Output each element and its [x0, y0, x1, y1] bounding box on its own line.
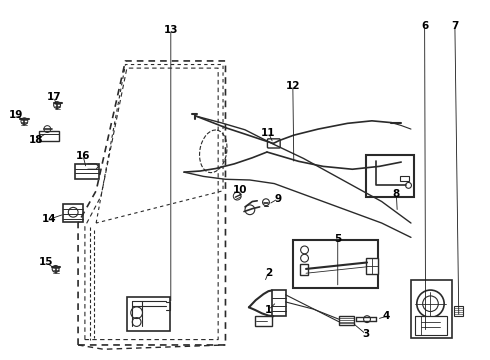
Bar	[366, 155, 414, 197]
Bar	[339, 316, 354, 325]
Bar	[300, 264, 308, 275]
Bar	[415, 316, 446, 335]
Text: 2: 2	[265, 267, 272, 278]
Bar	[63, 204, 83, 222]
Text: 4: 4	[383, 311, 390, 321]
Text: 3: 3	[363, 329, 369, 339]
Text: 1: 1	[265, 305, 272, 315]
Text: 15: 15	[39, 257, 53, 267]
Text: 16: 16	[75, 150, 90, 161]
Text: 6: 6	[421, 21, 428, 31]
FancyBboxPatch shape	[268, 139, 280, 148]
Text: 5: 5	[334, 234, 342, 244]
Text: 19: 19	[8, 110, 23, 120]
Text: 14: 14	[42, 215, 56, 224]
Text: 18: 18	[29, 135, 43, 145]
Text: 10: 10	[233, 185, 247, 195]
Text: 12: 12	[286, 81, 300, 91]
Text: 9: 9	[274, 194, 282, 204]
Bar	[39, 131, 58, 141]
Text: 17: 17	[47, 92, 61, 102]
Bar	[400, 176, 409, 181]
Bar	[454, 306, 463, 316]
Text: 8: 8	[392, 189, 400, 199]
Text: 7: 7	[451, 21, 459, 31]
Bar	[272, 291, 286, 316]
Bar	[255, 316, 272, 326]
Bar	[366, 258, 378, 274]
Bar	[75, 164, 98, 179]
Text: 11: 11	[261, 128, 276, 138]
Bar	[411, 280, 452, 338]
Text: 13: 13	[164, 25, 178, 35]
Bar	[293, 240, 378, 288]
Bar	[127, 297, 170, 330]
